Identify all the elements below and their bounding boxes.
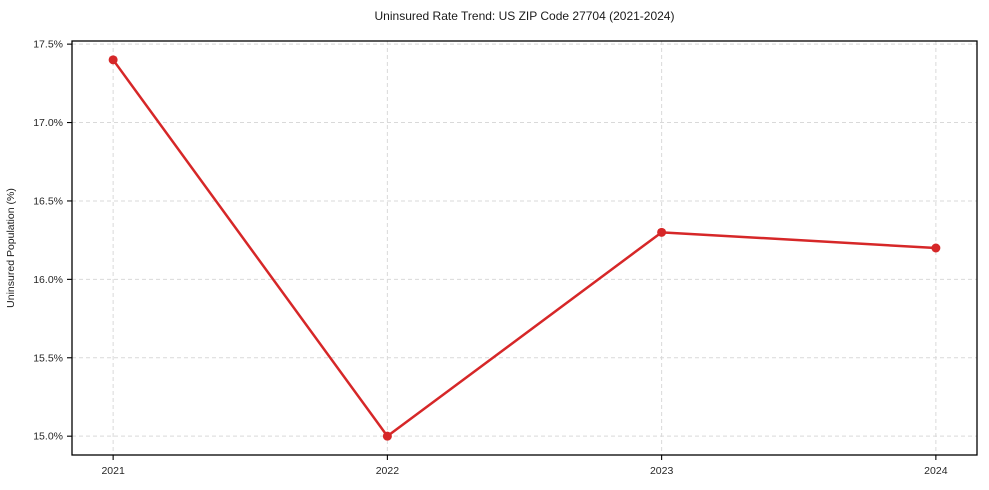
y-axis-label: Uninsured Population (%) xyxy=(5,188,17,308)
chart-title: Uninsured Rate Trend: US ZIP Code 27704 … xyxy=(375,9,675,23)
axes-layer: 15.0% 15.5% 16.0% 16.5% 17.0% 17.5% 2021 2022 20… xyxy=(33,39,947,477)
data-point xyxy=(931,243,941,253)
trend-line xyxy=(111,58,938,438)
x-tick-label: 2023 xyxy=(650,465,674,477)
data-point xyxy=(108,55,118,65)
x-tick-label: 2024 xyxy=(924,465,948,477)
y-tick-label: 17.5% xyxy=(33,39,63,51)
grid-layer xyxy=(72,41,977,455)
y-tick-label: 15.5% xyxy=(33,352,63,364)
plot-border xyxy=(71,40,978,456)
x-tick-label: 2021 xyxy=(101,465,125,477)
x-tick-label: 2022 xyxy=(376,465,400,477)
data-point xyxy=(657,227,667,237)
y-tick-label: 17.0% xyxy=(33,117,63,129)
trend-line-layer xyxy=(108,55,941,441)
data-point xyxy=(382,431,392,441)
y-tick-label: 15.0% xyxy=(33,431,63,443)
y-tick-label: 16.0% xyxy=(33,274,63,286)
y-tick-label: 16.5% xyxy=(33,195,63,207)
